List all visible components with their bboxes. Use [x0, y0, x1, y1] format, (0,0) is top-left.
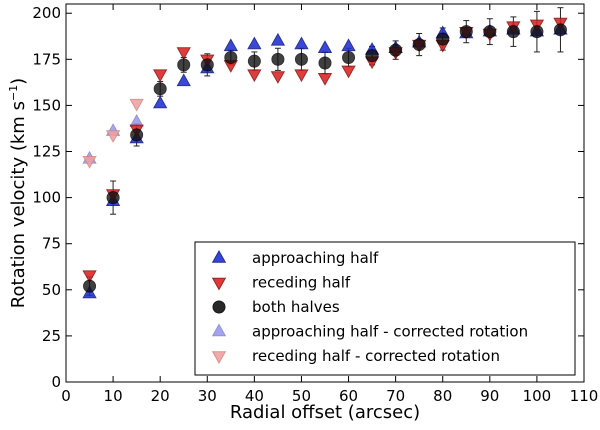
y-tick-label: 50 — [42, 281, 61, 299]
receding-half-point — [317, 73, 333, 86]
both-halves-point — [318, 56, 332, 70]
both-halves-point — [436, 32, 450, 46]
approaching-half-point — [270, 32, 286, 46]
x-tick-label: 110 — [570, 387, 599, 405]
approaching-half-point — [223, 38, 238, 52]
y-tick-label: 100 — [32, 189, 61, 207]
both-halves-point — [130, 128, 144, 142]
both-halves-point — [483, 25, 497, 39]
both-halves-point — [506, 25, 520, 39]
approaching-half-point — [247, 36, 262, 50]
y-axis-label-exponent: −1 — [7, 85, 20, 101]
x-tick-label: 90 — [480, 387, 499, 405]
approaching-half-point — [294, 36, 309, 50]
legend-label: both halves — [252, 298, 340, 316]
both-halves-point — [365, 49, 379, 63]
legend-label: approaching half - corrected rotation — [252, 323, 528, 341]
both-halves-point — [247, 54, 261, 68]
both-halves-point — [530, 25, 544, 39]
y-axis-label-close: ) — [8, 78, 29, 85]
receding-half-point — [82, 270, 97, 284]
both-halves-point — [389, 43, 403, 57]
x-tick-label: 0 — [61, 387, 71, 405]
y-tick-label: 75 — [42, 235, 61, 253]
approaching-half-point — [341, 38, 356, 52]
both-halves-point — [83, 279, 97, 293]
both-halves-point — [294, 52, 308, 66]
legend-label: approaching half — [252, 249, 379, 267]
approaching-half-point — [317, 40, 333, 53]
both-halves-point — [342, 50, 356, 64]
receding-half-point — [294, 69, 309, 83]
approaching-half-point — [176, 73, 191, 87]
receding-half-point — [270, 71, 286, 84]
legend-marker — [211, 351, 227, 365]
receding-half-corrected-rotation-point — [105, 130, 121, 143]
legend-marker — [212, 300, 226, 314]
y-tick-label: 200 — [32, 4, 61, 22]
legend: approaching half receding half both halves… — [194, 241, 576, 376]
receding-half-point — [176, 47, 191, 60]
both-halves-point — [459, 25, 473, 39]
y-tick-label: 0 — [51, 373, 61, 391]
x-axis-ticks: 0 10 20 30 40 50 60 70 80 90 100 110 — [61, 4, 598, 405]
approaching-half-corrected-rotation-point — [129, 113, 144, 127]
x-tick-label: 40 — [245, 387, 264, 405]
legend-marker — [211, 249, 227, 263]
y-tick-label: 150 — [32, 96, 61, 114]
data-markers — [82, 17, 568, 299]
approaching-half-point — [153, 95, 168, 109]
both-halves-point — [224, 50, 238, 64]
x-tick-label: 50 — [292, 387, 311, 405]
both-halves-point — [412, 38, 426, 52]
receding-half-corrected-rotation-point — [82, 156, 97, 169]
receding-half-point — [153, 69, 168, 83]
y-tick-label: 25 — [42, 327, 61, 345]
both-halves-point — [200, 58, 214, 72]
x-tick-label: 60 — [339, 387, 358, 405]
receding-half-point — [247, 69, 262, 83]
both-halves-point — [177, 58, 191, 72]
x-tick-label: 30 — [198, 387, 217, 405]
y-tick-label: 125 — [32, 143, 61, 161]
both-halves-point — [271, 52, 285, 66]
legend-marker — [211, 323, 227, 337]
x-tick-label: 70 — [386, 387, 405, 405]
both-halves-point — [106, 191, 120, 205]
legend-box — [194, 241, 576, 376]
legend-label: receding half - corrected rotation — [252, 347, 500, 365]
legend-marker — [211, 277, 227, 291]
y-axis-label-main: Rotation velocity (km s — [8, 101, 29, 308]
x-tick-label: 100 — [523, 387, 552, 405]
x-tick-label: 80 — [433, 387, 452, 405]
receding-half-point — [341, 65, 356, 79]
both-halves-point — [553, 23, 567, 37]
legend-label: receding half — [252, 274, 351, 292]
both-halves-point — [153, 82, 167, 96]
x-tick-label: 10 — [104, 387, 123, 405]
x-axis-label: Radial offset (arcsec) — [230, 402, 420, 423]
y-axis-label: Rotation velocity (km s−1) — [7, 78, 29, 308]
y-axis-ticks: 0 25 50 75 100 125 150 175 200 — [32, 4, 584, 391]
y-tick-label: 175 — [32, 50, 61, 68]
plot-frame — [65, 3, 585, 383]
x-tick-label: 20 — [151, 387, 170, 405]
receding-half-corrected-rotation-point — [129, 98, 144, 112]
